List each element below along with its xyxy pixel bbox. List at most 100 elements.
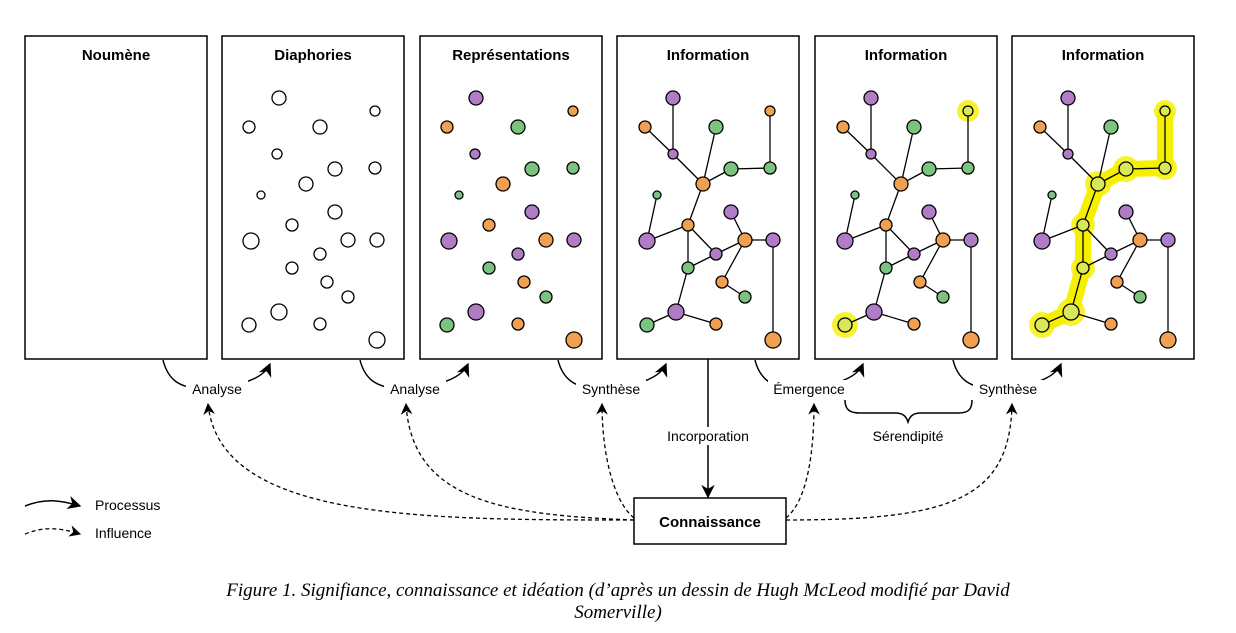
label-bg-analyse-2 xyxy=(384,380,446,398)
diaphory-dot xyxy=(241,317,257,333)
panel-information-3 xyxy=(1011,35,1195,360)
representation-dot xyxy=(524,204,540,220)
representation-dot xyxy=(517,275,531,289)
graph-node xyxy=(1159,331,1177,349)
diaphory-dot xyxy=(341,290,355,304)
legend-influence-label: Influence xyxy=(95,525,152,541)
graph-node xyxy=(1062,148,1074,160)
panel-title-diaphories: Diaphories xyxy=(274,47,352,64)
graph-node xyxy=(1062,303,1080,321)
graph-node xyxy=(962,105,974,117)
graph-node xyxy=(709,247,723,261)
caption-line-1: Figure 1. Signifiance, connaissance et i… xyxy=(226,580,1010,601)
graph-edge xyxy=(1097,126,1112,185)
representation-dot xyxy=(539,290,553,304)
graph-node xyxy=(913,275,927,289)
legend-process-label: Processus xyxy=(95,497,160,513)
label-synthese-2: Synthèse xyxy=(979,381,1038,397)
caption-line-2: Somerville) xyxy=(574,602,662,623)
influence-arrow-emergence xyxy=(785,402,820,519)
panel-title-noumene: Noumène xyxy=(82,47,150,64)
panel-title-information-2: Information xyxy=(865,47,948,64)
representation-dot xyxy=(469,148,481,160)
graph-node xyxy=(1047,190,1057,200)
representation-dot xyxy=(495,176,511,192)
representation-dot xyxy=(567,105,579,117)
graph-edge xyxy=(1082,224,1112,255)
diaphory-dot xyxy=(369,105,381,117)
diagram: Noumène Diaphories Représentations Infor… xyxy=(24,35,1195,545)
influence-arrow-synthese-2 xyxy=(785,402,1018,521)
graph-edge xyxy=(721,239,746,283)
connaissance-label: Connaissance xyxy=(659,514,761,531)
graph-node xyxy=(652,190,662,200)
graph-edge xyxy=(900,126,915,185)
representation-dot xyxy=(468,90,484,106)
graph-node xyxy=(850,190,860,200)
graph-node xyxy=(921,204,937,220)
graph-node xyxy=(1133,290,1147,304)
graph-node xyxy=(708,119,724,135)
diaphory-dot xyxy=(242,232,260,250)
serendipite-brace xyxy=(844,399,973,425)
graph-node xyxy=(1160,232,1176,248)
label-bg-incorporation xyxy=(663,427,753,445)
graph-node xyxy=(893,176,909,192)
graph-node xyxy=(1076,218,1090,232)
label-serendipite: Sérendipité xyxy=(873,428,944,444)
diaphory-dot xyxy=(340,232,356,248)
graph-node xyxy=(764,105,776,117)
graph-node xyxy=(667,148,679,160)
panel-information-1 xyxy=(616,35,800,360)
graph-node xyxy=(638,232,656,250)
graph-node xyxy=(936,290,950,304)
representation-dot xyxy=(482,261,496,275)
graph-node xyxy=(1090,176,1106,192)
representation-dot xyxy=(511,247,525,261)
graph-node xyxy=(764,331,782,349)
diaphories-dots xyxy=(241,90,386,349)
diaphory-dot xyxy=(313,247,327,261)
representation-dot xyxy=(565,331,583,349)
diaphory-dot xyxy=(368,331,386,349)
graph-node xyxy=(837,317,853,333)
diaphory-dot xyxy=(271,148,283,160)
influence-arrow-synthese-1 xyxy=(596,402,635,519)
graph-node xyxy=(879,218,893,232)
graph-node xyxy=(1104,247,1118,261)
diaphory-dot xyxy=(285,261,299,275)
legend-influence-arrow xyxy=(24,525,82,537)
information-graph-3 xyxy=(1029,90,1177,349)
graph-node xyxy=(1033,232,1051,250)
graph-node xyxy=(1076,261,1090,275)
representation-dot xyxy=(454,190,464,200)
graph-node xyxy=(681,261,695,275)
panel-information-2 xyxy=(814,35,998,360)
graph-node xyxy=(1118,204,1134,220)
representation-dot xyxy=(482,218,496,232)
graph-node xyxy=(723,204,739,220)
graph-node xyxy=(695,176,711,192)
graph-node xyxy=(1033,120,1047,134)
label-analyse-2: Analyse xyxy=(390,381,440,397)
representation-dot xyxy=(510,119,526,135)
representation-dot xyxy=(511,317,525,331)
graph-node xyxy=(1034,317,1050,333)
graph-node xyxy=(1110,275,1124,289)
diaphory-dot xyxy=(270,303,288,321)
diaphory-dot xyxy=(298,176,314,192)
graph-node xyxy=(763,161,777,175)
label-bg-synthese-1 xyxy=(576,380,646,398)
graph-node xyxy=(665,90,681,106)
representation-dot xyxy=(538,232,554,248)
representation-dot xyxy=(440,120,454,134)
graph-node xyxy=(921,161,937,177)
graph-node xyxy=(879,261,893,275)
graph-node xyxy=(1104,317,1118,331)
diaphory-dot xyxy=(285,218,299,232)
representation-dot xyxy=(524,161,540,177)
graph-node xyxy=(836,232,854,250)
graph-node xyxy=(737,232,753,248)
legend-process-arrow xyxy=(24,496,82,509)
diaphory-dot xyxy=(271,90,287,106)
